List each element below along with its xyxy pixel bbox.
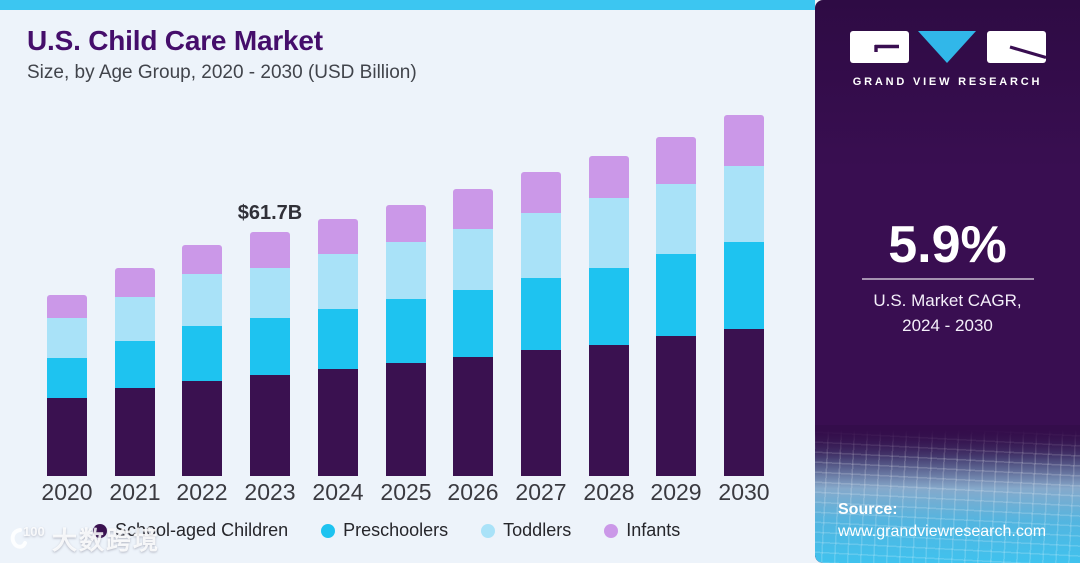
gvr-logo: GRAND VIEW RESEARCH <box>815 30 1080 88</box>
legend-item-infants: Infants <box>604 520 680 541</box>
bar-2028 <box>589 156 629 476</box>
bar-segment-school-aged-children-2024 <box>318 368 358 476</box>
bar-segment-infants-2022 <box>182 245 222 274</box>
bar-segment-toddlers-2020 <box>47 318 87 359</box>
bar-segment-preschoolers-2023 <box>250 317 290 376</box>
bar-2027 <box>521 171 561 476</box>
legend-dot-preschoolers <box>321 523 336 538</box>
bar-2021 <box>115 268 155 476</box>
x-axis-label-2020: 2020 <box>41 479 93 505</box>
bar-segment-school-aged-children-2021 <box>115 388 155 476</box>
legend-label-infants: Infants <box>626 520 681 540</box>
legend-dot-infants <box>604 523 619 538</box>
bar-segment-preschoolers-2021 <box>115 340 155 389</box>
bar-2030 <box>724 114 764 476</box>
bar-segment-infants-2023 <box>250 232 290 269</box>
bar-segment-school-aged-children-2029 <box>656 336 696 476</box>
bar-segment-toddlers-2024 <box>318 253 358 309</box>
bar-segment-school-aged-children-2028 <box>589 344 629 476</box>
gvr-logo-icon <box>849 31 1046 63</box>
value-annotation: $61.7B <box>237 202 303 224</box>
bar-segment-toddlers-2027 <box>521 213 561 278</box>
bar-2020 <box>47 295 87 476</box>
x-axis-label-2026: 2026 <box>447 479 499 505</box>
bar-2026 <box>453 188 493 476</box>
bar-segment-school-aged-children-2030 <box>724 328 764 476</box>
bar-segment-toddlers-2021 <box>115 296 155 341</box>
bar-segment-toddlers-2028 <box>589 198 629 268</box>
bar-segment-infants-2020 <box>47 295 87 319</box>
bar-2025 <box>386 204 426 476</box>
x-axis-label-2024: 2024 <box>312 479 364 505</box>
bar-segment-infants-2026 <box>453 188 493 229</box>
x-axis-label-2030: 2030 <box>718 479 770 505</box>
bar-segment-preschoolers-2024 <box>318 308 358 369</box>
legend-dot-school-aged-children <box>93 523 107 538</box>
bar-segment-infants-2030 <box>724 114 764 166</box>
source-block: Source: www.grandviewresearch.com <box>838 499 1046 543</box>
bar-segment-school-aged-children-2023 <box>250 375 290 476</box>
bar-segment-school-aged-children-2022 <box>182 381 222 476</box>
stacked-bar-chart: 2020 2021 2022 2023 2024 2025 2026 2027 2028 2029… <box>41 114 770 505</box>
bar-2029 <box>656 136 696 476</box>
chart-legend: School-aged Children Preschoolers Toddlers… <box>93 520 680 541</box>
page-subtitle: Size, by Age Group, 2020 - 2030 (USD Bil… <box>27 62 417 83</box>
legend-label-preschoolers: Preschoolers <box>343 520 449 540</box>
bar-segment-school-aged-children-2025 <box>386 363 426 476</box>
bar-segment-toddlers-2023 <box>250 268 290 318</box>
divider <box>861 278 1034 280</box>
bar-2023 <box>250 232 290 476</box>
legend-item-school-aged-children: School-aged Children <box>93 520 288 541</box>
page-title: U.S. Child Care Market <box>27 25 323 56</box>
bar-segment-toddlers-2022 <box>182 273 222 327</box>
bar-segment-preschoolers-2022 <box>182 326 222 382</box>
x-axis-label-2022: 2022 <box>176 479 228 505</box>
x-axis-label-2029: 2029 <box>650 479 702 505</box>
bar-segment-preschoolers-2029 <box>656 253 696 337</box>
cagr-caption-line1: U.S. Market CAGR, <box>873 291 1022 310</box>
bar-segment-preschoolers-2026 <box>453 289 493 357</box>
x-axis-label-2021: 2021 <box>109 479 161 505</box>
bar-segment-school-aged-children-2027 <box>521 350 561 476</box>
mesh-graphic <box>815 425 1080 563</box>
x-axis-label-2028: 2028 <box>583 479 635 505</box>
chart-header: U.S. Child Care Market Size, by Age Grou… <box>27 24 417 85</box>
top-accent-strip <box>0 0 815 10</box>
legend-label-school-aged-children: School-aged Children <box>115 520 289 540</box>
bar-segment-infants-2025 <box>386 204 426 243</box>
bar-segment-infants-2029 <box>656 136 696 184</box>
sidebar: GRAND VIEW RESEARCH 5.9% U.S. Market CAG… <box>815 0 1080 563</box>
bar-segment-preschoolers-2027 <box>521 277 561 350</box>
cagr-block: 5.9% U.S. Market CAGR, 2024 - 2030 <box>815 218 1080 338</box>
legend-label-toddlers: Toddlers <box>503 520 572 540</box>
bar-segment-infants-2028 <box>589 156 629 199</box>
bar-segment-toddlers-2030 <box>724 165 764 243</box>
source-url[interactable]: www.grandviewresearch.com <box>838 523 1047 540</box>
bar-segment-infants-2027 <box>521 171 561 214</box>
bar-segment-toddlers-2025 <box>386 242 426 299</box>
source-label: Source: <box>838 501 898 518</box>
legend-item-preschoolers: Preschoolers <box>321 520 448 541</box>
legend-item-toddlers: Toddlers <box>481 520 571 541</box>
bar-2022 <box>182 245 222 476</box>
bar-segment-infants-2021 <box>115 268 155 297</box>
bar-2024 <box>318 218 358 476</box>
bar-segment-preschoolers-2025 <box>386 298 426 364</box>
cagr-caption-line2: 2024 - 2030 <box>902 316 993 335</box>
brand-name: GRAND VIEW RESEARCH <box>852 76 1043 88</box>
x-axis-label-2025: 2025 <box>380 479 432 505</box>
x-axis-label-2023: 2023 <box>244 479 296 505</box>
legend-dot-toddlers <box>481 523 496 538</box>
bar-segment-school-aged-children-2026 <box>453 356 493 476</box>
bar-segment-school-aged-children-2020 <box>47 398 87 476</box>
bar-segment-preschoolers-2020 <box>47 358 87 399</box>
bar-segment-toddlers-2029 <box>656 183 696 254</box>
bar-segment-infants-2024 <box>318 218 358 254</box>
bar-segment-preschoolers-2028 <box>589 267 629 345</box>
x-axis-label-2027: 2027 <box>515 479 567 505</box>
bar-segment-preschoolers-2030 <box>724 242 764 329</box>
bar-segment-toddlers-2026 <box>453 228 493 290</box>
cagr-value: 5.9% <box>888 216 1007 274</box>
